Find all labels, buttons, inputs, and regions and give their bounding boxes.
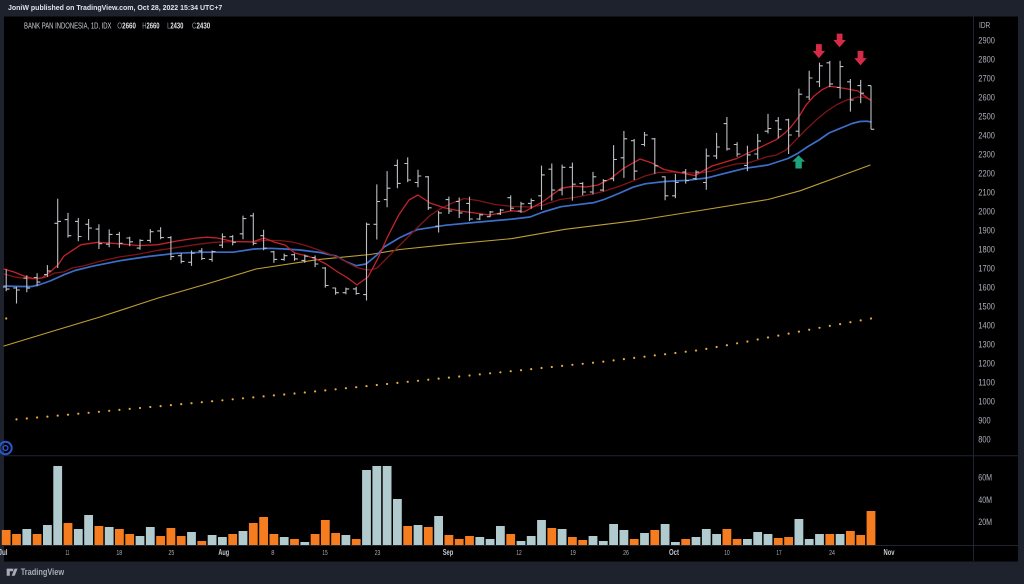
svg-text:1400: 1400 <box>978 320 995 330</box>
svg-text:2800: 2800 <box>978 54 995 64</box>
svg-text:IDR: IDR <box>979 20 990 30</box>
svg-text:12: 12 <box>516 548 521 557</box>
svg-text:11: 11 <box>65 548 69 557</box>
svg-text:1600: 1600 <box>978 282 995 292</box>
svg-text:2600: 2600 <box>978 92 995 102</box>
svg-text:20M: 20M <box>978 517 992 527</box>
svg-text:2100: 2100 <box>978 187 995 197</box>
svg-text:2900: 2900 <box>978 35 995 45</box>
svg-text:2000: 2000 <box>978 206 995 216</box>
svg-text:1700: 1700 <box>978 263 995 273</box>
svg-text:17: 17 <box>776 548 781 557</box>
svg-text:10: 10 <box>724 548 729 557</box>
svg-text:BANK PAN INDONESIA, 1D, IDX: BANK PAN INDONESIA, 1D, IDX <box>24 22 112 31</box>
svg-text:O2660: O2660 <box>117 22 136 31</box>
svg-text:JoniW published on TradingView: JoniW published on TradingView.com, Oct … <box>8 3 222 12</box>
svg-text:H2660: H2660 <box>142 22 160 31</box>
svg-text:Oct: Oct <box>669 548 679 557</box>
svg-text:2200: 2200 <box>978 168 995 178</box>
svg-text:Sep: Sep <box>443 548 454 557</box>
svg-text:18: 18 <box>116 548 122 557</box>
svg-text:25: 25 <box>169 548 175 557</box>
svg-text:Jul: Jul <box>0 548 8 557</box>
svg-text:L2430: L2430 <box>167 22 184 31</box>
svg-text:1500: 1500 <box>978 301 995 311</box>
svg-text:15: 15 <box>322 548 327 557</box>
svg-text:1200: 1200 <box>978 358 995 368</box>
svg-text:26: 26 <box>623 548 629 557</box>
svg-text:8: 8 <box>271 548 274 557</box>
svg-text:60M: 60M <box>978 473 992 483</box>
svg-text:Aug: Aug <box>218 548 229 557</box>
svg-text:19: 19 <box>570 548 576 557</box>
svg-text:Nov: Nov <box>884 548 895 557</box>
svg-text:C2430: C2430 <box>192 22 211 31</box>
svg-text:2500: 2500 <box>978 111 995 121</box>
svg-text:1300: 1300 <box>978 339 995 349</box>
svg-text:2700: 2700 <box>978 73 995 83</box>
svg-text:TradingView: TradingView <box>21 567 65 577</box>
svg-text:800: 800 <box>978 434 990 444</box>
svg-text:40M: 40M <box>978 495 992 505</box>
svg-text:1000: 1000 <box>978 396 995 406</box>
svg-text:900: 900 <box>978 415 990 425</box>
svg-text:1100: 1100 <box>978 377 995 387</box>
svg-text:1800: 1800 <box>978 244 995 254</box>
svg-text:2400: 2400 <box>978 130 995 140</box>
svg-text:23: 23 <box>375 548 381 557</box>
svg-text:1900: 1900 <box>978 225 995 235</box>
svg-text:2300: 2300 <box>978 149 995 159</box>
svg-text:24: 24 <box>829 548 835 557</box>
